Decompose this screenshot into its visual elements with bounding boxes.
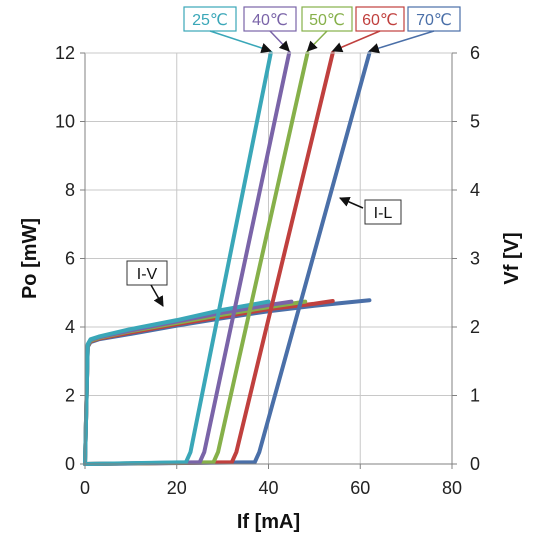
legend-arrow-50℃ <box>306 30 328 52</box>
legend-box-70℃ <box>407 6 461 32</box>
annotation-iv-arrow <box>150 284 164 307</box>
annotation-il-label: I-L <box>374 205 393 222</box>
y-right-tick-label: 1 <box>470 386 480 406</box>
x-tick-label: 20 <box>167 478 187 498</box>
x-tick-label: 0 <box>80 478 90 498</box>
y-left-tick-label: 2 <box>65 386 75 406</box>
legend-label-70℃: 70℃ <box>416 12 452 29</box>
y-axis-right-label: Vf [V] <box>501 232 523 284</box>
x-tick-label: 60 <box>350 478 370 498</box>
annotation-il-arrow <box>339 196 364 209</box>
legend-box-60℃ <box>355 6 405 32</box>
legend-box-50℃ <box>301 6 353 32</box>
x-tick-label: 80 <box>442 478 462 498</box>
y-left-tick-label: 12 <box>55 43 75 63</box>
legend-label-50℃: 50℃ <box>309 12 345 29</box>
x-axis-label: If [mA] <box>237 511 300 533</box>
y-axis-left-label: Po [mW] <box>19 218 41 299</box>
legend-arrow-60℃ <box>331 30 381 53</box>
y-left-tick-label: 6 <box>65 249 75 269</box>
annotation-iv-label: I-V <box>137 266 158 283</box>
x-tick-label: 40 <box>258 478 278 498</box>
legend-arrow-25℃ <box>209 30 272 54</box>
y-right-tick-label: 6 <box>470 43 480 63</box>
annotation-iv-box <box>126 260 168 286</box>
y-right-tick-label: 3 <box>470 249 480 269</box>
legend-box-40℃ <box>243 6 297 32</box>
legend-label-60℃: 60℃ <box>362 12 398 29</box>
legend-label-25℃: 25℃ <box>192 12 228 29</box>
annotation-il-box <box>364 199 402 225</box>
y-left-tick-label: 10 <box>55 112 75 132</box>
legend-box-25℃ <box>183 6 237 32</box>
y-right-tick-label: 2 <box>470 317 480 337</box>
iv-line-25℃ <box>83 299 271 466</box>
y-right-tick-label: 0 <box>470 454 480 474</box>
y-right-tick-label: 4 <box>470 180 480 200</box>
legend-arrow-70℃ <box>368 30 435 54</box>
legend-label-40℃: 40℃ <box>252 12 288 29</box>
y-left-tick-label: 0 <box>65 454 75 474</box>
y-left-tick-label: 8 <box>65 180 75 200</box>
il-line-25℃ <box>83 51 273 466</box>
y-right-tick-label: 5 <box>470 112 480 132</box>
legend-arrow-40℃ <box>269 30 290 52</box>
y-left-tick-label: 4 <box>65 317 75 337</box>
